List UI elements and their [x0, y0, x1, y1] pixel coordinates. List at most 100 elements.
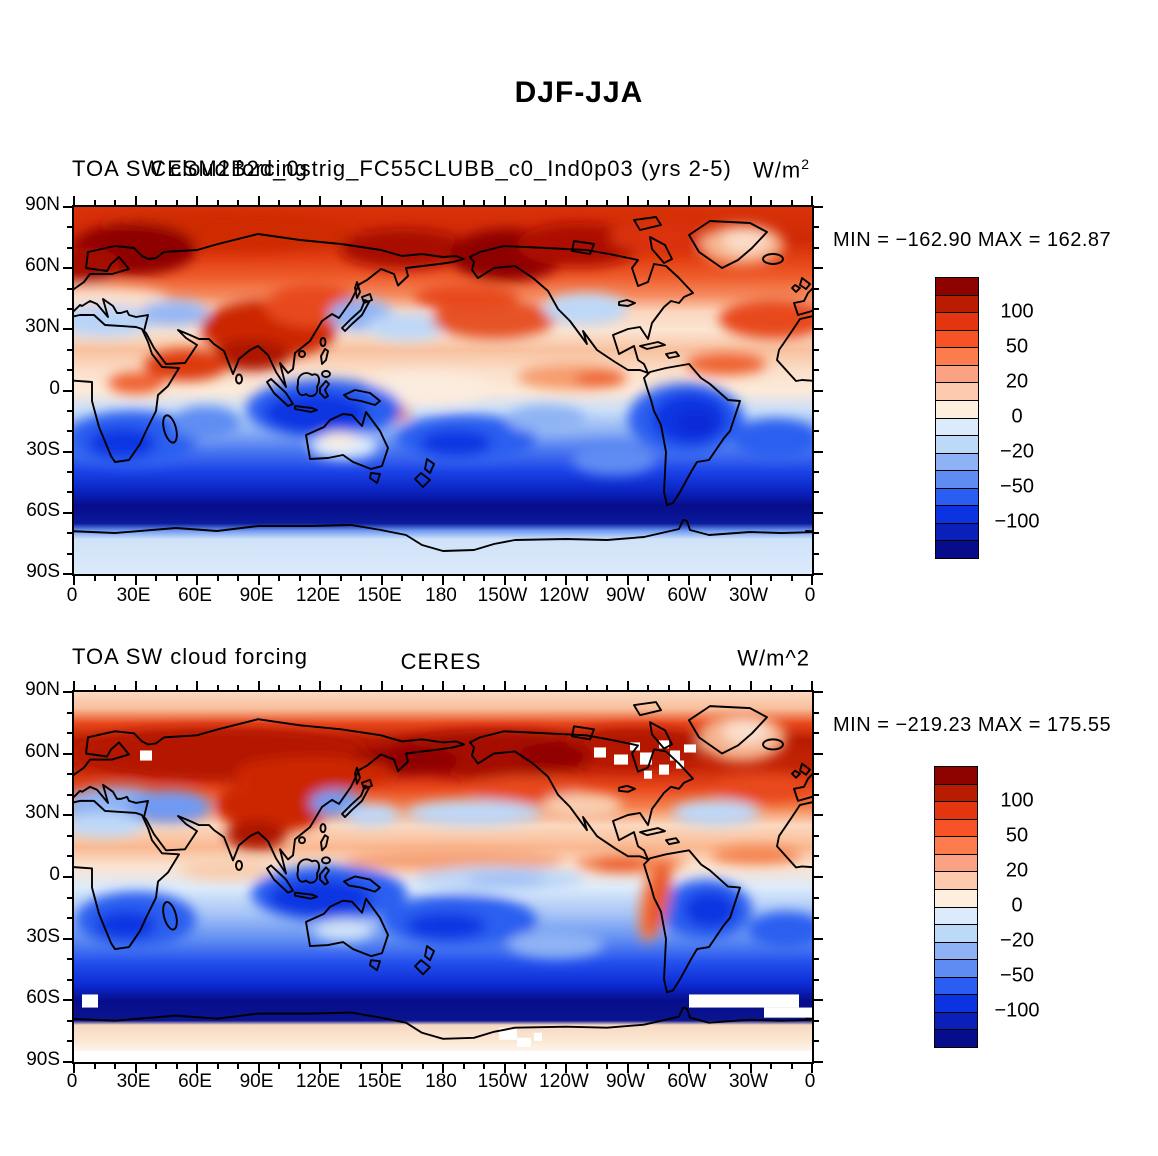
tick-mark	[544, 200, 547, 205]
tick-mark	[175, 200, 178, 205]
tick-mark	[814, 409, 819, 412]
tick-mark	[175, 576, 178, 581]
tick-mark	[708, 685, 711, 690]
tick-mark	[93, 1064, 96, 1069]
x-tick-label: 120E	[295, 585, 341, 606]
panel1-y-axis-labels: 90N 60N 30N 0 30S 60S 90S	[8, 194, 60, 582]
tick-mark	[647, 685, 649, 690]
tick-mark	[814, 958, 819, 961]
tick-mark	[155, 685, 157, 690]
tick-mark	[770, 200, 772, 205]
colorbar-cell	[935, 942, 977, 961]
tick-mark	[814, 267, 823, 270]
tick-mark	[462, 576, 465, 581]
tick-mark	[483, 1064, 485, 1069]
colorbar-cell	[935, 872, 977, 890]
tick-mark	[814, 471, 819, 474]
colorbar-label: 50	[1005, 824, 1029, 847]
tick-mark	[67, 246, 72, 249]
colorbar-label: 20	[1005, 370, 1029, 393]
tick-mark	[63, 999, 72, 1002]
tick-mark	[626, 1064, 629, 1073]
tick-mark	[585, 685, 588, 690]
panel1-colorbar-labels: 100 50 20 0 −20 −50 −100	[980, 277, 1054, 557]
tick-mark	[503, 1064, 506, 1073]
tick-mark	[565, 576, 567, 585]
tick-mark	[708, 200, 711, 205]
colorbar-cell	[936, 400, 978, 419]
tick-mark	[729, 576, 731, 581]
tick-mark	[360, 685, 362, 690]
tick-mark	[67, 978, 72, 981]
tick-mark	[442, 681, 444, 690]
y-tick-label: 30S	[26, 438, 60, 460]
tick-mark	[770, 576, 772, 581]
tick-mark	[814, 511, 823, 514]
tick-mark	[606, 685, 608, 690]
colorbar-label: −100	[994, 510, 1040, 533]
x-tick-label: 120W	[539, 1071, 589, 1092]
tick-mark	[175, 1064, 178, 1069]
panel2-variable-label: TOA SW cloud forcing	[72, 644, 309, 669]
tick-mark	[503, 681, 506, 690]
tick-mark	[503, 576, 506, 585]
panel2-minmax: MIN = −219.23 MAX = 175.55	[833, 714, 1112, 736]
tick-mark	[67, 917, 72, 920]
tick-mark	[67, 793, 72, 796]
x-tick-label: 0	[804, 585, 816, 606]
tick-mark	[216, 576, 219, 581]
tick-mark	[811, 196, 813, 205]
panel1-title-row: TOA SW cloud forcing CESM2B2d_0strig_FC5…	[72, 156, 810, 184]
tick-mark	[216, 685, 219, 690]
tick-mark	[73, 196, 75, 205]
tick-mark	[155, 1064, 157, 1069]
tick-mark	[688, 196, 690, 205]
tick-mark	[606, 1064, 608, 1069]
tick-mark	[298, 200, 301, 205]
tick-mark	[67, 430, 72, 433]
tick-mark	[63, 814, 72, 817]
tick-mark	[421, 200, 424, 205]
tick-mark	[67, 287, 72, 290]
tick-mark	[67, 834, 72, 837]
panel1-case-label: CESM2B2d_0strig_FC55CLUBB_c0_Ind0p03 (yr…	[150, 156, 732, 181]
colorbar-cell	[935, 819, 977, 838]
tick-mark	[814, 450, 823, 453]
tick-mark	[93, 576, 96, 581]
tick-mark	[708, 1064, 711, 1069]
panel2-map-frame	[63, 681, 823, 1073]
colorbar-label: −50	[1000, 475, 1034, 498]
tick-mark	[729, 200, 731, 205]
tick-mark	[606, 576, 608, 581]
tick-mark	[339, 1064, 342, 1069]
tick-mark	[63, 573, 72, 575]
tick-mark	[814, 430, 819, 433]
tick-mark	[196, 196, 198, 205]
tick-mark	[73, 576, 75, 585]
x-tick-label: 30E	[116, 585, 151, 606]
tick-mark	[442, 1064, 444, 1073]
x-tick-label: 60W	[667, 1071, 707, 1092]
tick-mark	[442, 576, 444, 585]
colorbar-label: −20	[1000, 929, 1034, 952]
tick-mark	[626, 681, 629, 690]
tick-mark	[814, 711, 819, 714]
tick-mark	[667, 685, 670, 690]
colorbar-cell	[936, 523, 978, 542]
colorbar-cell	[935, 784, 977, 803]
colorbar-label: −50	[1000, 964, 1034, 987]
colorbar-label: 0	[1011, 405, 1023, 428]
tick-mark	[606, 200, 608, 205]
x-tick-label: 0	[66, 585, 78, 606]
tick-mark	[626, 196, 629, 205]
tick-mark	[63, 450, 72, 453]
tick-mark	[585, 1064, 588, 1069]
tick-mark	[339, 685, 342, 690]
x-tick-label: 60W	[667, 585, 707, 606]
colorbar-cell	[936, 436, 978, 454]
panel2-units-label: W/m^2	[737, 645, 810, 671]
tick-mark	[257, 681, 260, 690]
tick-mark	[814, 389, 823, 392]
x-tick-label: 0	[804, 1071, 816, 1092]
panel2-case-label: CERES	[400, 649, 482, 674]
